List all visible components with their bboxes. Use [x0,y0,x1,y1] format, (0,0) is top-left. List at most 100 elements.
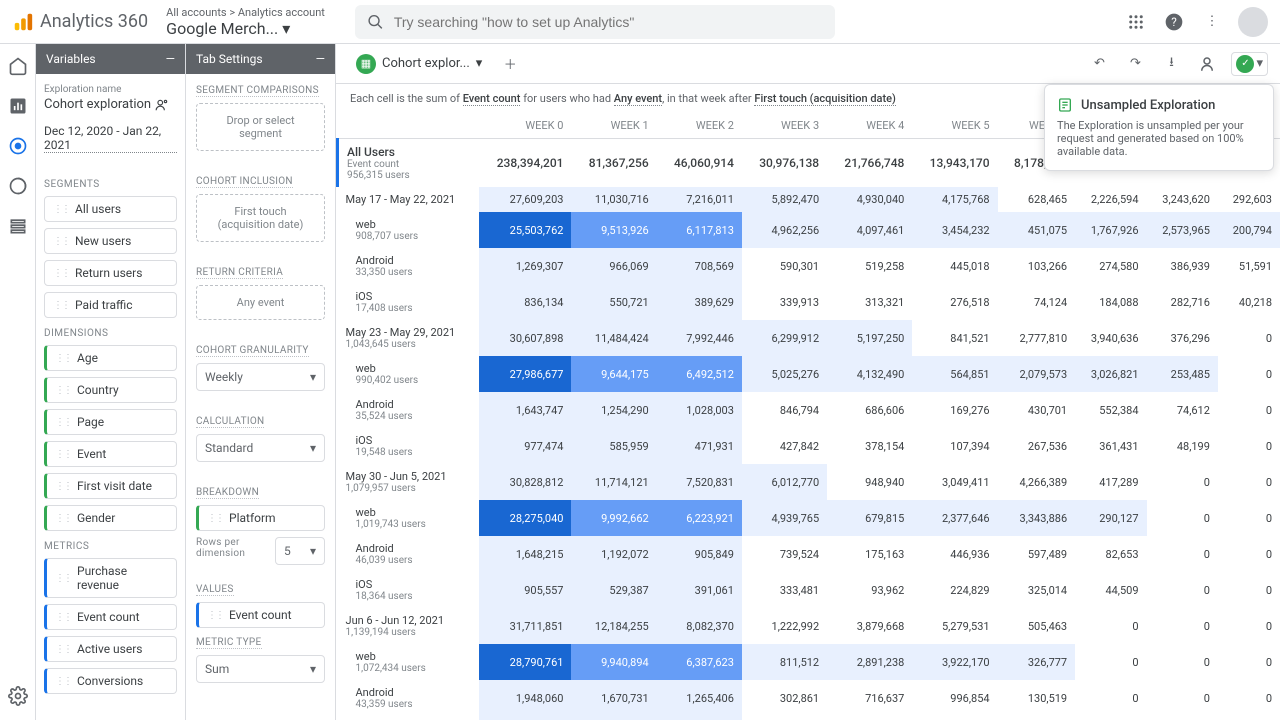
metric-type-label: METRIC TYPE [196,637,262,649]
data-cell: 3,454,232 [912,212,997,248]
data-cell: 3,879,668 [827,608,912,644]
week-header: WEEK 5 [912,113,997,139]
caret-down-icon[interactable]: ▾ [476,56,483,71]
metrics-title: METRICS [44,541,177,552]
data-cell: 169,276 [912,392,997,428]
breakdown-label: BREAKDOWN [196,487,259,499]
more-icon[interactable]: ⋮ [1200,10,1224,34]
redo-icon[interactable]: ↷ [1123,52,1147,76]
data-cell: 427,842 [742,428,827,464]
gran-select[interactable]: Weekly▾ [196,363,325,391]
share-icon[interactable] [1195,52,1219,76]
exploration-name[interactable]: Cohort exploration [44,97,177,112]
data-cell: 107,394 [912,428,997,464]
nav-advertising-icon[interactable] [6,174,30,198]
data-cell: 0 [1218,536,1280,572]
sampling-status[interactable]: ✓▾ [1231,52,1268,76]
chip-all-users[interactable]: ⋮⋮All users [44,196,177,222]
search-bar[interactable] [355,5,835,39]
drag-handle-icon: ⋮⋮ [53,300,69,311]
data-cell: 1,767,926 [1075,212,1146,248]
data-cell: 31,711,851 [479,608,572,644]
data-cell: 267,536 [998,428,1076,464]
segment-drop[interactable]: Drop or select segment [196,103,325,151]
data-cell: 253,485 [1147,356,1218,392]
data-cell: 130,519 [998,680,1076,716]
chip-conversions[interactable]: ⋮⋮Conversions [44,668,177,694]
breakdown-chip[interactable]: ⋮⋮Platform [196,505,325,531]
rows-label: Rows per dimension [196,537,267,559]
caret-down-icon: ▾ [310,370,316,384]
values-chip[interactable]: ⋮⋮Event count [196,602,325,628]
data-cell: 948,940 [827,464,912,500]
tab-cohort[interactable]: ▦ Cohort explor... ▾ [348,50,490,78]
data-cell: 451,075 [998,212,1076,248]
cohort-table[interactable]: WEEK 0WEEK 1WEEK 2WEEK 3WEEK 4WEEK 5WEEK… [336,113,1280,720]
breakdown-head: Android35,524 users [338,392,479,428]
collapse-icon[interactable]: — [316,52,325,66]
nav-home-icon[interactable] [6,54,30,78]
drag-handle-icon: ⋮⋮ [55,676,71,687]
nav-admin-icon[interactable] [6,684,30,708]
cohort-head: Jun 6 - Jun 12, 20211,139,194 users [338,608,479,644]
date-range[interactable]: Dec 12, 2020 - Jan 22, 2021 [44,124,177,153]
drag-handle-icon: ⋮⋮ [55,417,71,428]
data-cell: 386,939 [1147,248,1218,284]
chip-first-visit-date[interactable]: ⋮⋮First visit date [44,473,177,499]
chip-age[interactable]: ⋮⋮Age [44,345,177,371]
apps-icon[interactable] [1124,10,1148,34]
drag-handle-icon: ⋮⋮ [55,573,71,584]
chip-event-count[interactable]: ⋮⋮Event count [44,604,177,630]
chip-return-users[interactable]: ⋮⋮Return users [44,260,177,286]
data-cell: 7,992,446 [657,320,742,356]
data-cell: 108,619 [742,716,827,720]
data-cell: 4,132,490 [827,356,912,392]
data-cell: 27,986,677 [479,356,572,392]
data-cell: 339,913 [742,284,827,320]
undo-icon[interactable]: ↶ [1087,52,1111,76]
data-cell: 966,069 [571,248,656,284]
data-cell: 1,948,060 [479,680,572,716]
data-cell: 4,266,389 [998,464,1076,500]
download-icon[interactable]: ⭳ [1159,52,1183,76]
nav-reports-icon[interactable] [6,94,30,118]
chip-new-users[interactable]: ⋮⋮New users [44,228,177,254]
data-cell: 2,377,646 [912,500,997,536]
nav-configure-icon[interactable] [6,214,30,238]
rows-select[interactable]: 5▾ [275,537,325,565]
account-switcher[interactable]: All accounts > Analytics account Google … [166,6,325,38]
drag-handle-icon: ⋮⋮ [55,513,71,524]
breakdown-head: web1,072,434 users [338,644,479,680]
metric-type-select[interactable]: Sum▾ [196,655,325,683]
chip-page[interactable]: ⋮⋮Page [44,409,177,435]
nav-explore-icon[interactable] [6,134,30,158]
search-input[interactable] [394,14,823,30]
data-cell: 3,343,886 [998,500,1076,536]
variables-header: Variables — [36,44,185,74]
data-cell: 0 [1075,608,1146,644]
popup-title: Unsampled Exploration [1081,98,1215,113]
data-cell: 325,014 [998,572,1076,608]
seg-comp-label: SEGMENT COMPARISONS [196,85,319,97]
chip-active-users[interactable]: ⋮⋮Active users [44,636,177,662]
data-cell: 28,790,761 [479,644,572,680]
data-cell: 996,854 [912,680,997,716]
data-cell: 238,394,201 [479,139,572,188]
chip-paid-traffic[interactable]: ⋮⋮Paid traffic [44,292,177,318]
chip-event[interactable]: ⋮⋮Event [44,441,177,467]
return-val[interactable]: Any event [196,285,325,320]
data-cell: 5,197,250 [827,320,912,356]
add-tab-button[interactable]: ＋ [498,52,522,76]
analytics-logo-icon [12,11,34,33]
caret-down-icon: ▾ [310,662,316,676]
chip-country[interactable]: ⋮⋮Country [44,377,177,403]
exploration-name-label: Exploration name [44,84,177,95]
collapse-icon[interactable]: — [166,52,175,66]
chip-gender[interactable]: ⋮⋮Gender [44,505,177,531]
calc-select[interactable]: Standard▾ [196,434,325,462]
chip-purchase-revenue[interactable]: ⋮⋮Purchase revenue [44,558,177,598]
help-icon[interactable]: ? [1162,10,1186,34]
avatar[interactable] [1238,7,1268,37]
cohort-incl-val[interactable]: First touch (acquisition date) [196,194,325,242]
data-cell: 48,167 [998,716,1076,720]
